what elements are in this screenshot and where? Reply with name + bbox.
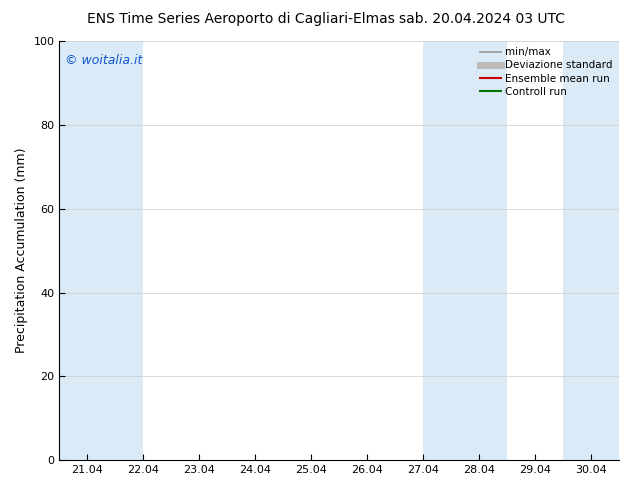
Y-axis label: Precipitation Accumulation (mm): Precipitation Accumulation (mm) (15, 148, 28, 353)
Bar (563, 41, 619, 460)
Bar (87, 41, 143, 460)
Text: sab. 20.04.2024 03 UTC: sab. 20.04.2024 03 UTC (399, 12, 565, 26)
Text: ENS Time Series Aeroporto di Cagliari-Elmas: ENS Time Series Aeroporto di Cagliari-El… (87, 12, 395, 26)
Bar (451, 41, 507, 460)
Text: © woitalia.it: © woitalia.it (65, 53, 143, 67)
Bar (60, 41, 87, 460)
Legend: min/max, Deviazione standard, Ensemble mean run, Controll run: min/max, Deviazione standard, Ensemble m… (476, 43, 617, 101)
Bar (423, 41, 451, 460)
